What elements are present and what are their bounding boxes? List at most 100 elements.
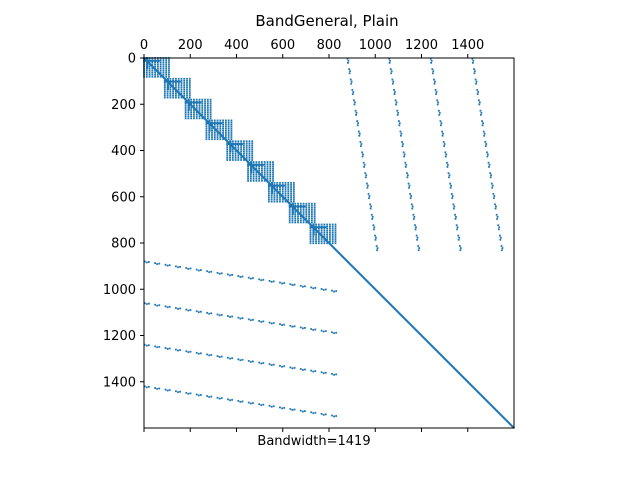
nonzero-mark bbox=[371, 215, 374, 218]
nonzero-mark bbox=[247, 360, 250, 362]
nonzero-mark bbox=[195, 268, 198, 271]
nonzero-mark bbox=[331, 372, 333, 375]
nonzero-mark bbox=[294, 202, 297, 205]
nonzero-mark bbox=[302, 206, 305, 209]
nonzero-mark bbox=[288, 217, 291, 220]
nonzero-mark bbox=[273, 196, 276, 199]
nonzero-mark bbox=[431, 72, 434, 75]
nonzero-mark bbox=[450, 184, 452, 187]
nonzero-mark bbox=[272, 405, 275, 408]
nonzero-mark bbox=[214, 122, 217, 125]
nonzero-mark bbox=[331, 242, 334, 245]
nonzero-mark bbox=[245, 159, 248, 161]
nonzero-mark bbox=[312, 231, 315, 234]
nonzero-mark bbox=[170, 80, 173, 83]
nonzero-mark bbox=[312, 238, 315, 240]
nonzero-mark bbox=[288, 205, 291, 208]
nonzero-mark bbox=[175, 96, 177, 99]
nonzero-mark bbox=[333, 415, 335, 418]
nonzero-mark bbox=[252, 161, 255, 163]
nonzero-mark bbox=[218, 397, 221, 400]
nonzero-mark bbox=[391, 82, 394, 85]
nonzero-mark bbox=[496, 218, 499, 220]
nonzero-mark bbox=[227, 119, 230, 122]
nonzero-mark bbox=[229, 148, 232, 151]
nonzero-mark bbox=[304, 410, 306, 413]
nonzero-mark bbox=[168, 347, 171, 350]
nonzero-mark bbox=[248, 140, 251, 143]
nonzero-mark bbox=[444, 151, 447, 154]
nonzero-mark bbox=[310, 328, 313, 330]
nonzero-mark bbox=[159, 61, 162, 64]
nonzero-mark bbox=[237, 159, 240, 161]
nonzero-mark bbox=[486, 155, 489, 158]
nonzero-mark bbox=[301, 327, 304, 330]
nonzero-mark bbox=[156, 61, 159, 64]
nonzero-mark bbox=[263, 163, 266, 166]
nonzero-mark bbox=[322, 330, 325, 333]
nonzero-mark bbox=[390, 70, 393, 73]
nonzero-mark bbox=[331, 223, 334, 226]
nonzero-mark bbox=[151, 73, 154, 76]
nonzero-mark bbox=[271, 188, 274, 191]
nonzero-mark bbox=[370, 213, 373, 216]
nonzero-mark bbox=[271, 187, 274, 190]
nonzero-mark bbox=[269, 184, 271, 187]
nonzero-mark bbox=[269, 179, 272, 182]
nonzero-mark bbox=[198, 107, 201, 109]
nonzero-mark bbox=[183, 90, 186, 93]
nonzero-mark bbox=[247, 401, 250, 404]
nonzero-mark bbox=[291, 215, 294, 218]
nonzero-mark bbox=[370, 205, 372, 208]
nonzero-mark bbox=[359, 141, 362, 143]
nonzero-mark bbox=[185, 391, 188, 394]
nonzero-mark bbox=[237, 275, 240, 277]
nonzero-mark bbox=[476, 89, 479, 91]
nonzero-mark bbox=[305, 209, 308, 211]
nonzero-mark bbox=[245, 142, 248, 145]
nonzero-mark bbox=[227, 123, 230, 126]
nonzero-mark bbox=[216, 127, 219, 130]
nonzero-mark bbox=[167, 82, 169, 85]
nonzero-mark bbox=[167, 80, 169, 83]
nonzero-mark bbox=[281, 407, 283, 410]
nonzero-mark bbox=[294, 211, 297, 213]
nonzero-mark bbox=[219, 138, 222, 141]
nonzero-mark bbox=[243, 154, 245, 157]
nonzero-mark bbox=[195, 111, 198, 114]
nonzero-mark bbox=[350, 80, 353, 83]
nonzero-mark bbox=[393, 89, 395, 91]
nonzero-mark bbox=[391, 78, 394, 81]
nonzero-mark bbox=[247, 177, 249, 180]
nonzero-mark bbox=[261, 161, 263, 163]
nonzero-mark bbox=[187, 101, 190, 103]
nonzero-mark bbox=[224, 125, 227, 128]
nonzero-mark bbox=[193, 109, 195, 111]
nonzero-mark bbox=[326, 240, 329, 243]
nonzero-mark bbox=[290, 200, 292, 203]
nonzero-mark bbox=[144, 59, 147, 62]
x-tick-label: 200 bbox=[178, 38, 203, 53]
nonzero-mark bbox=[156, 346, 159, 349]
nonzero-mark bbox=[474, 70, 476, 73]
nonzero-mark bbox=[187, 351, 190, 354]
nonzero-mark bbox=[271, 191, 274, 194]
nonzero-mark bbox=[294, 209, 297, 211]
nonzero-mark bbox=[263, 167, 266, 170]
nonzero-mark bbox=[313, 206, 316, 209]
nonzero-mark bbox=[305, 217, 308, 220]
nonzero-mark bbox=[180, 82, 183, 84]
nonzero-mark bbox=[252, 163, 255, 166]
nonzero-mark bbox=[172, 92, 175, 95]
nonzero-mark bbox=[262, 163, 264, 166]
nonzero-mark bbox=[494, 207, 497, 210]
nonzero-mark bbox=[310, 215, 313, 218]
nonzero-mark bbox=[354, 109, 357, 112]
nonzero-mark bbox=[272, 175, 274, 178]
nonzero-mark bbox=[175, 80, 178, 83]
nonzero-mark bbox=[249, 177, 252, 180]
nonzero-mark bbox=[237, 316, 240, 319]
y-tick-label: 0 bbox=[128, 52, 136, 67]
nonzero-mark bbox=[226, 143, 229, 145]
nonzero-mark bbox=[224, 134, 227, 136]
